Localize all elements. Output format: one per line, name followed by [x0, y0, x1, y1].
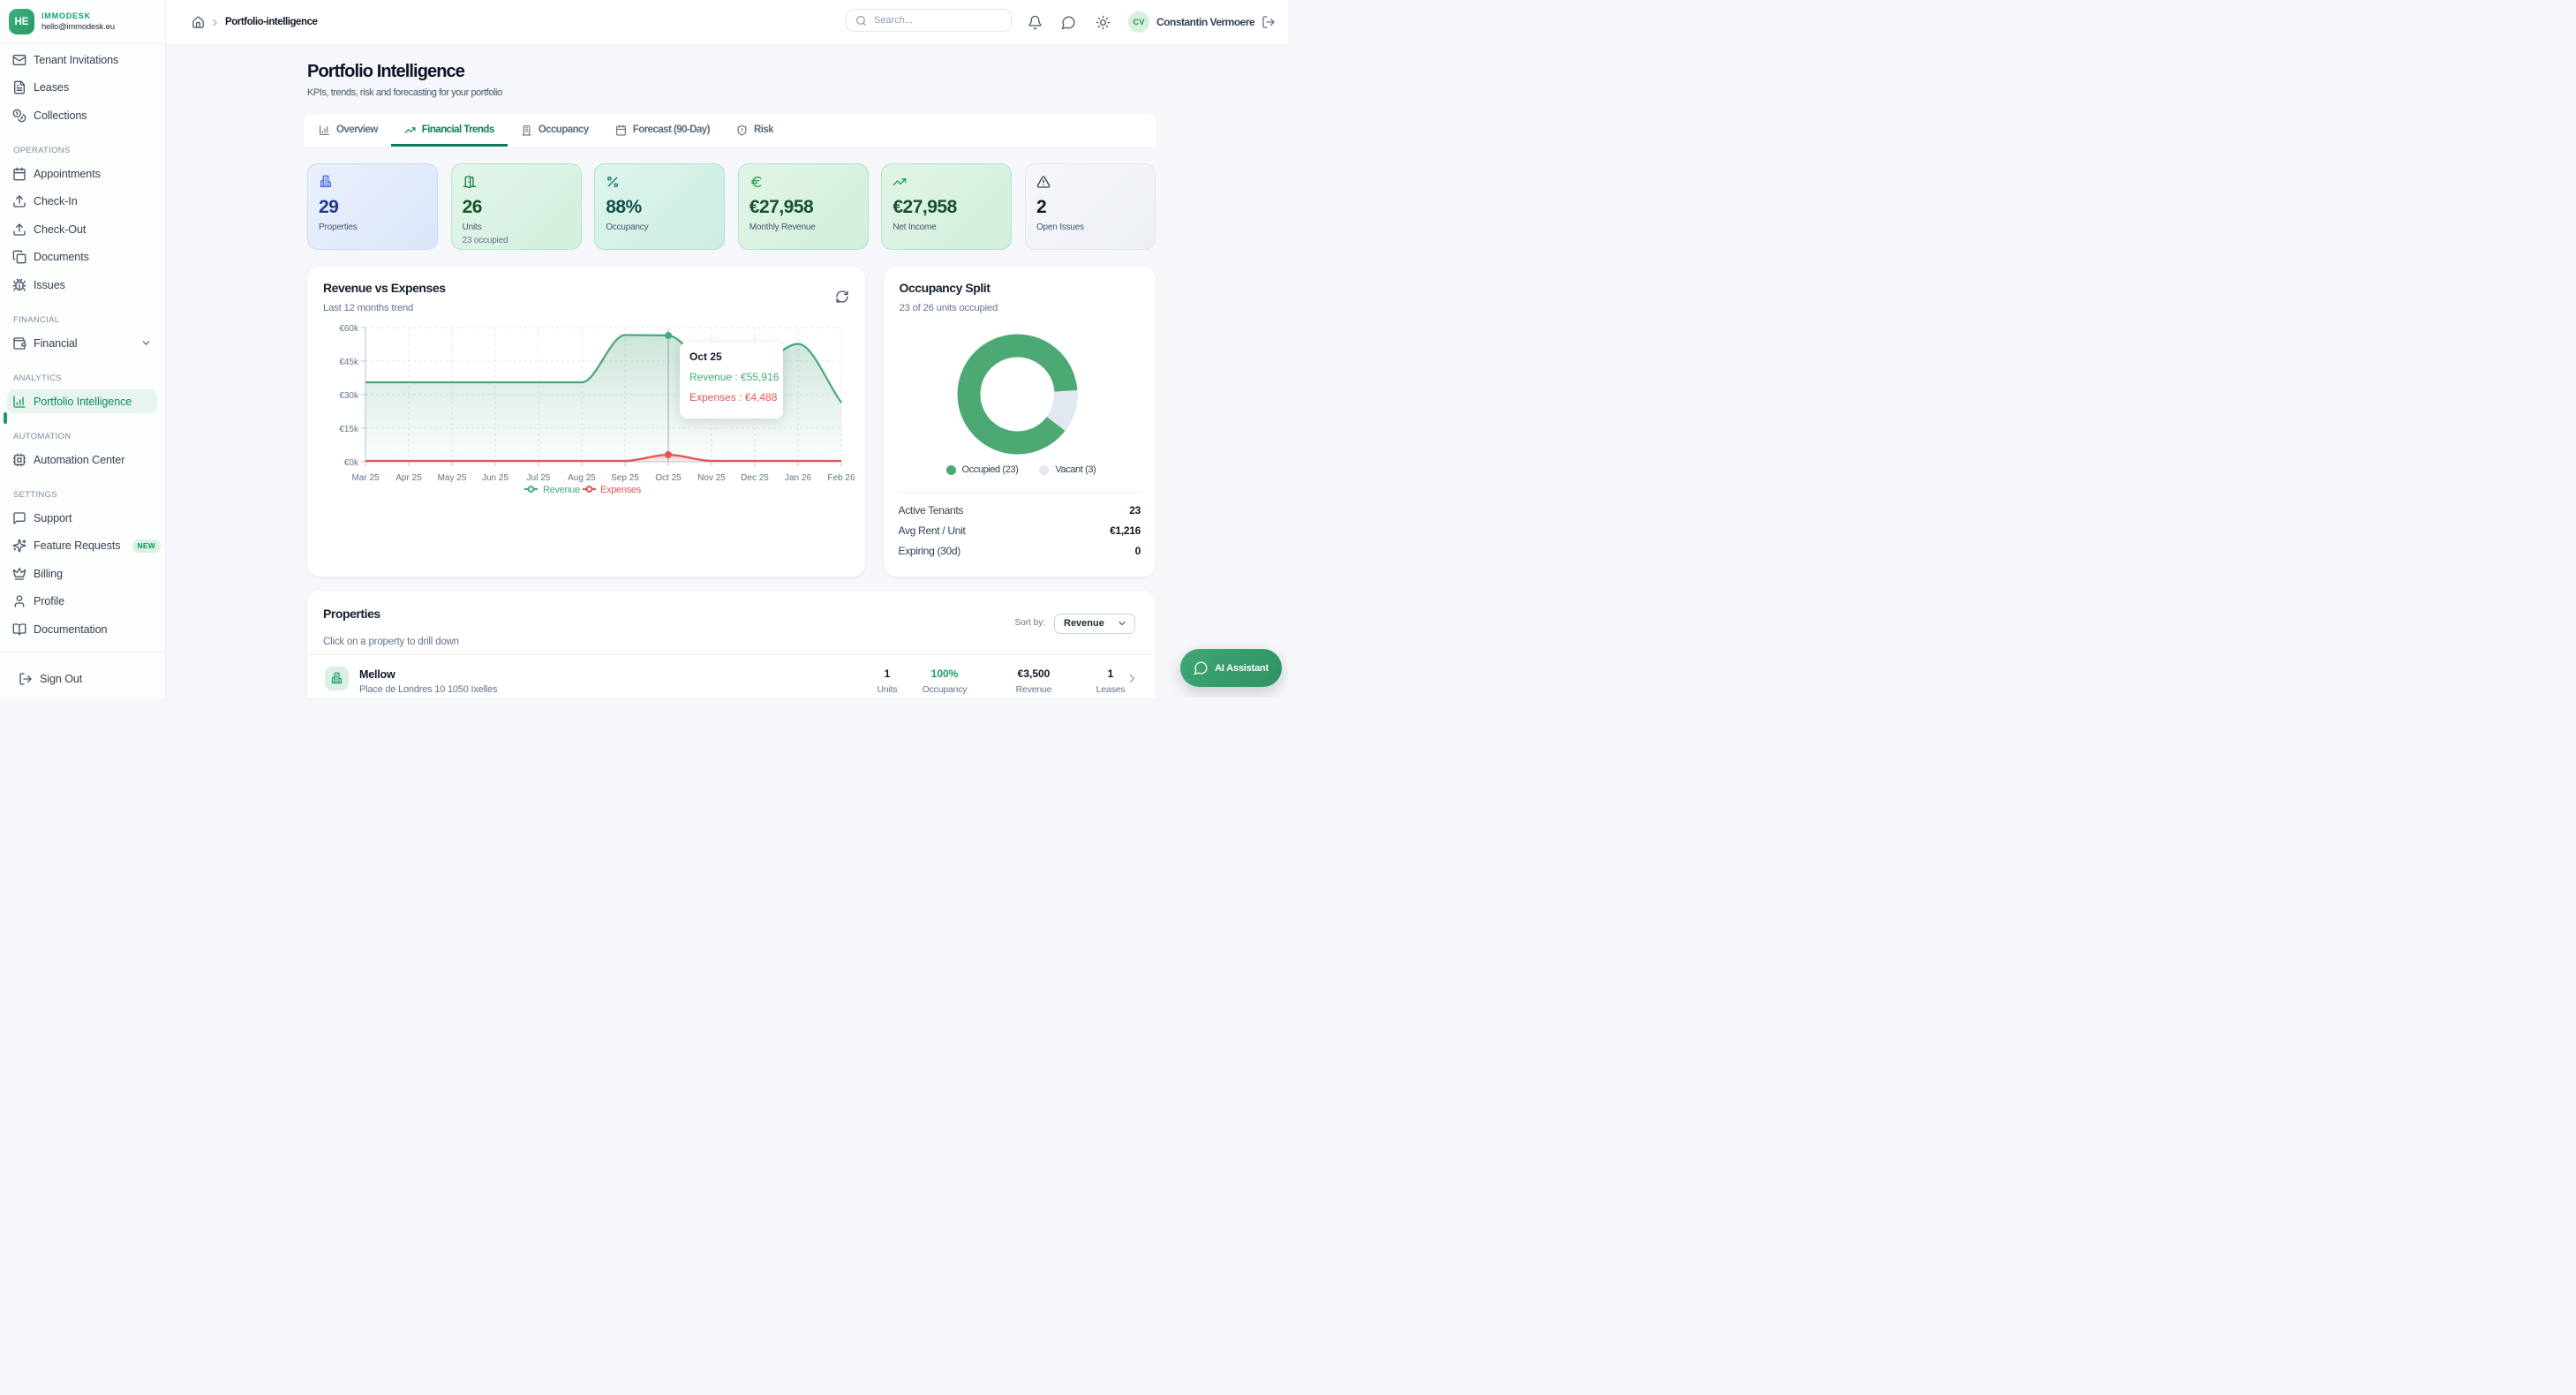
svg-text:€30k: €30k — [339, 391, 359, 401]
svg-text:Jul 25: Jul 25 — [527, 473, 551, 483]
svg-text:Mar 25: Mar 25 — [351, 473, 380, 483]
svg-text:Nov 25: Nov 25 — [697, 473, 726, 483]
svg-text:Dec 25: Dec 25 — [741, 473, 769, 483]
svg-text:€15k: €15k — [339, 425, 359, 434]
svg-text:May 25: May 25 — [438, 473, 467, 483]
svg-text:Expenses: Expenses — [600, 485, 642, 495]
svg-text:Jan 26: Jan 26 — [785, 473, 811, 483]
svg-text:Feb 26: Feb 26 — [827, 473, 855, 483]
svg-text:Revenue: Revenue — [543, 485, 580, 495]
svg-text:Sep 25: Sep 25 — [611, 473, 639, 483]
svg-text:€45k: €45k — [339, 358, 359, 367]
svg-text:Apr 25: Apr 25 — [395, 473, 422, 483]
svg-text:Jun 25: Jun 25 — [482, 473, 508, 483]
svg-text:Aug 25: Aug 25 — [568, 473, 596, 483]
svg-text:€0k: €0k — [344, 458, 359, 468]
svg-text:Oct 25: Oct 25 — [655, 473, 682, 483]
svg-text:€60k: €60k — [339, 324, 359, 334]
